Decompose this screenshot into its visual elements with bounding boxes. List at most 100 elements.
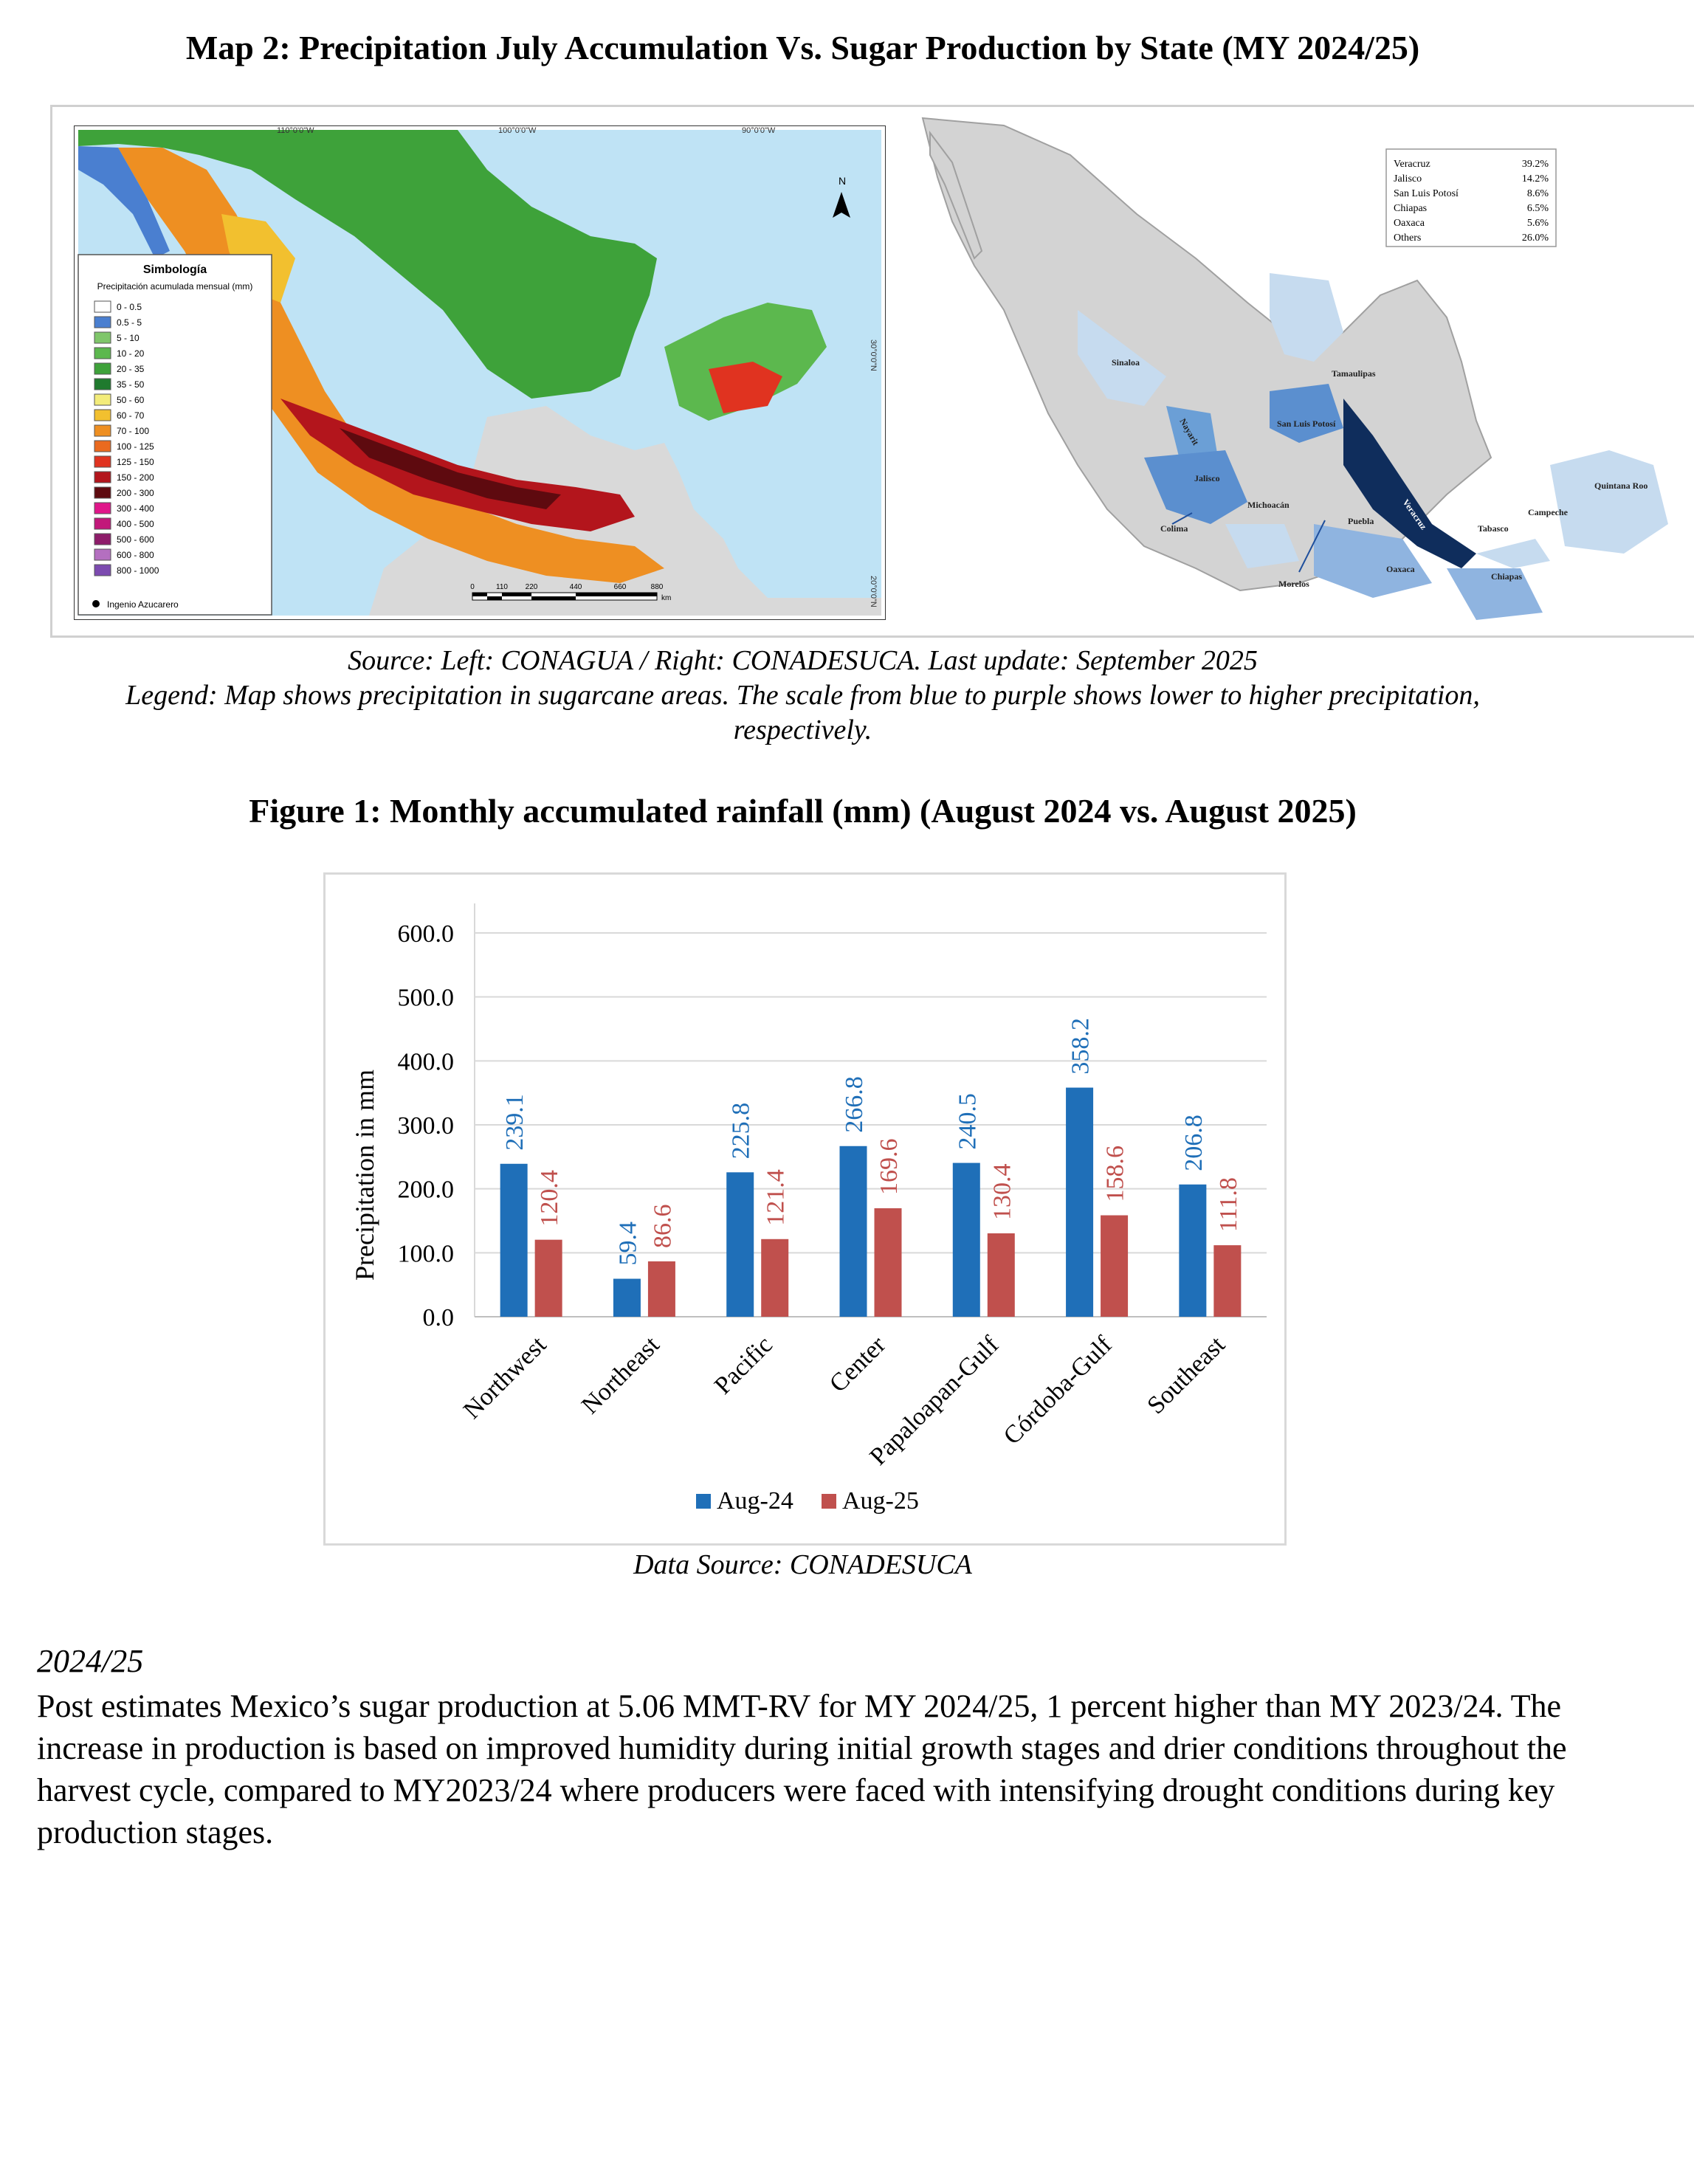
legend-swatch xyxy=(94,316,111,328)
legend-swatch xyxy=(94,471,111,483)
legend-item-label: 100 - 125 xyxy=(117,441,154,452)
data-label: 266.8 xyxy=(841,1076,868,1133)
scale-tick-220: 220 xyxy=(526,583,538,591)
y-tick-label: 100.0 xyxy=(398,1240,455,1267)
scale-tick-440: 440 xyxy=(570,583,582,591)
data-label: 206.8 xyxy=(1180,1115,1208,1171)
data-label: 169.6 xyxy=(875,1139,903,1196)
scale-tick-110: 110 xyxy=(496,583,508,591)
nayarit-shape xyxy=(1166,406,1218,465)
lat-label-30: 30°0'0"N xyxy=(869,340,878,371)
bar-aug-25-pacific xyxy=(761,1239,789,1317)
legend-subtitle: Precipitación acumulada mensual (mm) xyxy=(97,281,253,292)
scale-tick-660: 660 xyxy=(614,583,627,591)
maps-frame xyxy=(50,105,1694,638)
y-tick-label: 600.0 xyxy=(398,920,455,948)
legend-swatch xyxy=(94,517,111,530)
bars xyxy=(500,1087,1242,1317)
data-label: 239.1 xyxy=(501,1094,528,1151)
legend-item-label: 150 - 200 xyxy=(117,472,154,483)
y-tick-label: 200.0 xyxy=(398,1177,455,1204)
scale-bar: 0 110 220 440 660 880 km xyxy=(470,583,671,602)
legend-swatch-aug-25 xyxy=(822,1494,836,1509)
legend-swatch xyxy=(94,564,111,576)
data-label: 240.5 xyxy=(954,1093,981,1150)
label-chiapas: Chiapas xyxy=(1491,571,1522,582)
bar-aug-25-northwest xyxy=(534,1239,562,1317)
y-tick-label: 500.0 xyxy=(398,985,455,1012)
label-slp: San Luis Potosí xyxy=(1277,418,1336,429)
bar-aug-24-northeast xyxy=(613,1278,641,1317)
legend-item-label: 10 - 20 xyxy=(117,348,145,359)
label-sinaloa: Sinaloa xyxy=(1112,357,1140,368)
y-tick-label: 0.0 xyxy=(423,1304,455,1332)
bar-aug-24-northwest xyxy=(500,1163,528,1317)
share-pct: 5.6% xyxy=(1527,218,1549,229)
bar-aug-25-northeast xyxy=(647,1261,675,1317)
share-state: Veracruz xyxy=(1394,159,1430,170)
lon-label-90: 90°0'0"W xyxy=(742,126,776,135)
share-pct: 6.5% xyxy=(1527,203,1549,214)
mill-dot-icon xyxy=(92,600,100,607)
production-share-legend: Veracruz 39.2% Jalisco 14.2% San Luis Potosí… xyxy=(1385,148,1557,247)
legend-swatch xyxy=(94,362,111,375)
data-source: Data Source: CONADESUCA xyxy=(633,1549,972,1580)
legend-swatch xyxy=(94,548,111,561)
legend-item-label: 500 - 600 xyxy=(117,534,154,545)
x-tick-label: Northwest xyxy=(458,1331,552,1425)
data-labels: 239.1 120.4 59.4 86.6 225.8 121.4 266.8 169.6 24… xyxy=(501,1018,1242,1265)
precip-legend: Simbología Precipitación acumulada mensu… xyxy=(78,254,272,616)
share-pct: 26.0% xyxy=(1522,232,1549,244)
legend-line: Legend: Map shows precipitation in sugar… xyxy=(125,680,1480,711)
scale-seg-4 xyxy=(531,596,576,600)
x-tick-label: Southeast xyxy=(1142,1331,1230,1419)
chart-legend: Aug-24 Aug-25 xyxy=(696,1487,919,1515)
label-puebla: Puebla xyxy=(1348,516,1374,526)
legend-swatch xyxy=(94,502,111,514)
lon-label-110: 110°0'0"W xyxy=(277,126,314,135)
very-high-rain-belt xyxy=(340,428,561,509)
legend-label: Aug-25 xyxy=(842,1487,919,1515)
chiapas-shape xyxy=(1447,568,1543,620)
north-arrow-icon xyxy=(833,192,850,218)
share-pct: 14.2% xyxy=(1522,173,1549,185)
bar-aug-24-papaloapan-gulf xyxy=(952,1162,980,1317)
y-tick-label: 300.0 xyxy=(398,1112,455,1140)
jalisco-shape xyxy=(1144,450,1247,524)
grid-layer xyxy=(474,903,1267,1317)
bar-aug-24-center xyxy=(839,1146,867,1317)
label-tamaulipas: Tamaulipas xyxy=(1332,368,1376,379)
legend-item-label: 300 - 400 xyxy=(117,503,154,514)
data-label: 121.4 xyxy=(762,1169,790,1226)
source-line: Source: Left: CONAGUA / Right: CONADESUC… xyxy=(348,645,1258,676)
rainfall-bar-chart: 0.0 100.0 200.0 300.0 400.0 500.0 600.0 239.1 1… xyxy=(350,903,1267,1515)
scale-seg-2 xyxy=(487,596,502,600)
sinaloa-shape xyxy=(1078,310,1166,406)
legend-swatch xyxy=(94,455,111,468)
legend-item-label: 125 - 150 xyxy=(117,457,154,467)
north-label: N xyxy=(839,175,846,187)
legend-line-2: respectively. xyxy=(733,714,872,745)
map-title: Map 2: Precipitation July Accumulation V… xyxy=(185,29,1420,66)
tabasco-shape xyxy=(1476,539,1550,568)
bar-aug-25-southeast xyxy=(1213,1245,1242,1317)
morelos-pointer xyxy=(1298,520,1326,573)
legend-swatch xyxy=(94,409,111,421)
share-pct: 39.2% xyxy=(1522,159,1549,170)
scale-unit: km xyxy=(661,594,671,602)
precipitation-map: 110°0'0"W 100°0'0"W 90°0'0"W N Simbologí… xyxy=(74,125,886,620)
legend-swatch xyxy=(94,486,111,499)
label-oaxaca: Oaxaca xyxy=(1386,564,1415,574)
legend-swatch xyxy=(94,393,111,406)
x-tick-label: Northeast xyxy=(576,1331,665,1419)
legend-item-label: 600 - 800 xyxy=(117,550,154,560)
lon-lat-labels: 110°0'0"W 100°0'0"W 90°0'0"W xyxy=(277,126,776,135)
legend-item-label: 400 - 500 xyxy=(117,519,154,529)
legend-swatch xyxy=(94,300,111,313)
data-label: 120.4 xyxy=(536,1170,563,1227)
michoacan-shape xyxy=(1225,524,1299,568)
legend-item-label: 0 - 0.5 xyxy=(117,302,142,312)
scale-seg-5 xyxy=(576,593,657,596)
legend-swatch xyxy=(94,440,111,452)
legend-swatch xyxy=(94,347,111,359)
